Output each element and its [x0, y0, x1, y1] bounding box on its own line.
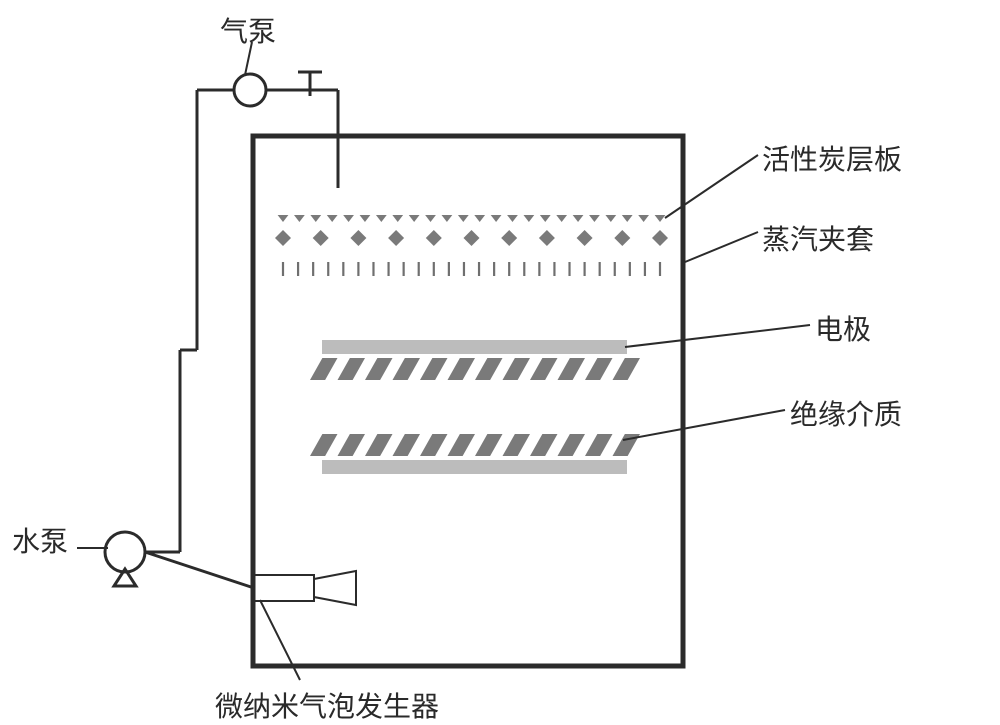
carbon-diamond [539, 230, 555, 246]
leader-dielectric [623, 410, 785, 440]
dielectric-top [310, 358, 640, 380]
label-jacket: 蒸汽夹套 [762, 218, 874, 258]
carbon-v [392, 215, 403, 222]
carbon-v [343, 215, 354, 222]
label-water-pump: 水泵 [12, 520, 68, 560]
carbon-v [376, 215, 387, 222]
air-pump-icon [234, 74, 266, 106]
pipe-to-bubble [145, 552, 254, 588]
dielectric-bottom [310, 434, 640, 456]
carbon-diamond [501, 230, 517, 246]
leader-electrode [625, 325, 810, 347]
bubble-gen-body [254, 575, 314, 601]
carbon-diamond [275, 230, 291, 246]
carbon-v [474, 215, 485, 222]
carbon-v [540, 215, 551, 222]
carbon-diamond [652, 230, 668, 246]
carbon-v [425, 215, 436, 222]
carbon-v [294, 215, 305, 222]
label-electrode: 电极 [815, 308, 871, 348]
carbon-diamond [350, 230, 366, 246]
carbon-diamond [577, 230, 593, 246]
carbon-v [605, 215, 616, 222]
carbon-v [638, 215, 649, 222]
carbon-diamond [388, 230, 404, 246]
carbon-v [278, 215, 289, 222]
carbon-v [556, 215, 567, 222]
carbon-v [360, 215, 371, 222]
leader-jacket [685, 232, 758, 262]
carbon-v [507, 215, 518, 222]
carbon-v [327, 215, 338, 222]
carbon-v [491, 215, 502, 222]
leader-carbon [665, 155, 758, 218]
carbon-v [442, 215, 453, 222]
diagram-canvas [0, 0, 1000, 724]
bubble-gen-cone [314, 571, 356, 605]
carbon-v [655, 215, 666, 222]
carbon-v [622, 215, 633, 222]
label-bubble-gen: 微纳米气泡发生器 [215, 685, 439, 725]
label-dielectric: 绝缘介质 [790, 393, 902, 433]
carbon-v [458, 215, 469, 222]
carbon-diamond [426, 230, 442, 246]
water-pump-icon [105, 532, 145, 572]
carbon-v [589, 215, 600, 222]
carbon-v [573, 215, 584, 222]
carbon-diamond [464, 230, 480, 246]
carbon-v [523, 215, 534, 222]
carbon-diamond [614, 230, 630, 246]
label-air-pump: 气泵 [220, 10, 276, 50]
electrode-top [322, 340, 627, 354]
label-carbon: 活性炭层板 [762, 138, 902, 178]
electrode-bottom [322, 460, 627, 474]
carbon-v [409, 215, 420, 222]
carbon-diamond [313, 230, 329, 246]
carbon-v [310, 215, 321, 222]
